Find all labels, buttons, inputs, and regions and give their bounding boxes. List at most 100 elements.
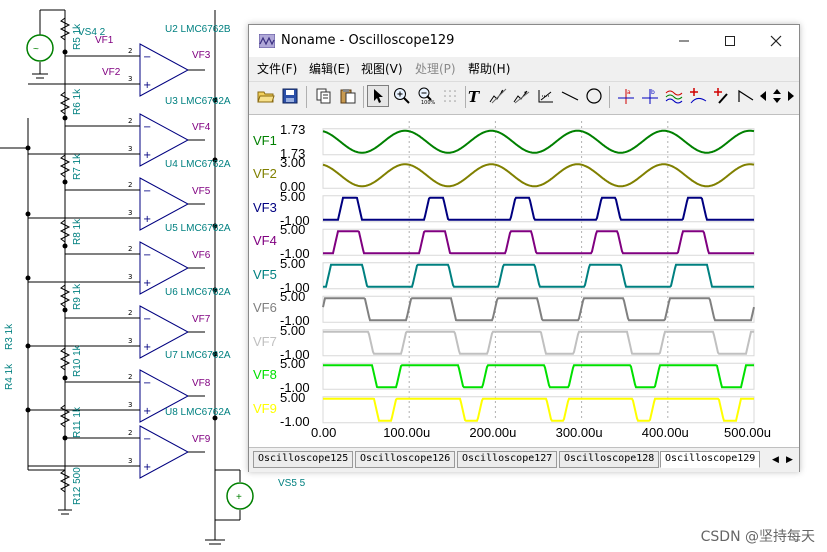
sch-probe-vf7: VF7 (192, 314, 211, 325)
channel-name-vf8: VF8 (253, 367, 277, 383)
channel-max-vf5: 5.00 (280, 255, 306, 271)
circle-icon (586, 88, 602, 104)
oscilloscope-window: Noname - Oscilloscope129 文件(F) 编辑(E) 视图(… (248, 24, 800, 472)
sch-resistor-r12: R12 500 (72, 467, 83, 505)
channel-name-vf2: VF2 (253, 166, 277, 182)
sch-resistor-r4: R4 1k (4, 363, 15, 390)
save-button[interactable] (279, 85, 301, 107)
channel-min-vf4: -1.00 (280, 246, 310, 262)
menu-edit[interactable]: 编辑(E) (309, 62, 350, 76)
tab-oscilloscope126[interactable]: Oscilloscope126 (355, 451, 456, 468)
opamp-pin-number: 3 (128, 337, 132, 345)
channel-frame (322, 362, 755, 390)
sch-opamp-u2: U2 LMC6762B (165, 24, 231, 35)
pen-button[interactable] (711, 85, 733, 107)
channel-min-vf1: 1.73 (280, 145, 306, 161)
zoom-100-button[interactable]: 100% (415, 85, 437, 107)
sch-opamp-u5: U5 LMC6762A (165, 223, 231, 234)
arrow-right-icon (788, 91, 794, 101)
arrow-left-icon (760, 91, 766, 101)
cursor-b-button[interactable]: b (639, 85, 661, 107)
menu-view[interactable]: 视图(V) (361, 62, 403, 76)
sch-probe-vf5: VF5 (192, 186, 211, 197)
watermark: CSDN @坚持每天 (700, 529, 815, 545)
trace-vf4 (323, 230, 754, 255)
open-button[interactable] (255, 85, 277, 107)
opamp-noninverting-sign: + (143, 150, 151, 161)
scroll-right-button[interactable] (785, 85, 797, 107)
menu-help[interactable]: 帮助(H) (468, 62, 511, 76)
opamp-inverting-sign: − (143, 186, 151, 197)
channel-name-vf9: VF9 (253, 400, 277, 416)
opamp-noninverting-sign: + (143, 214, 151, 225)
sch-opamp-u4: U4 LMC6762A (165, 159, 231, 170)
tab-bar: Oscilloscope125 Oscilloscope126 Oscillos… (249, 447, 799, 472)
tab-oscilloscope128[interactable]: Oscilloscope128 (559, 451, 660, 468)
tab-oscilloscope127[interactable]: Oscilloscope127 (457, 451, 558, 468)
tab-next-button[interactable]: ▶ (783, 452, 796, 468)
channel-min-vf3: -1.00 (280, 212, 310, 228)
opamp-inverting-sign: − (143, 434, 151, 445)
zoom-100-icon: 100% (418, 87, 435, 105)
marker-plus-button[interactable] (687, 85, 709, 107)
measure-tool[interactable] (487, 85, 509, 107)
channel-min-vf5: -1.00 (280, 279, 310, 295)
tab-oscilloscope129[interactable]: Oscilloscope129 (660, 451, 761, 468)
svg-text:~: ~ (33, 44, 39, 55)
menu-file[interactable]: 文件(F) (257, 62, 298, 76)
maximize-button[interactable] (707, 25, 753, 57)
trace-vf9 (323, 397, 754, 422)
circle-tool[interactable] (583, 85, 605, 107)
channel-max-vf2: 3.00 (280, 155, 306, 171)
svg-text:T: T (468, 88, 481, 104)
title-bar[interactable]: Noname - Oscilloscope129 (249, 25, 799, 57)
tab-oscilloscope125[interactable]: Oscilloscope125 (253, 451, 354, 468)
menu-process[interactable]: 处理(P) (415, 62, 456, 76)
opamp-inverting-sign: − (143, 250, 151, 261)
pointer-tool[interactable] (367, 85, 389, 107)
cursor-a-button[interactable]: a (615, 85, 637, 107)
close-button[interactable] (753, 25, 799, 57)
sch-opamp-u6: U6 LMC6762A (165, 287, 231, 298)
cursor-tool[interactable] (511, 85, 533, 107)
channel-frame (322, 161, 755, 189)
copy-button[interactable] (313, 85, 335, 107)
scroll-updown-button[interactable] (770, 85, 784, 107)
text-tool[interactable]: T (463, 85, 485, 107)
paste-button[interactable] (337, 85, 359, 107)
tab-prev-button[interactable]: ◀ (769, 452, 782, 468)
grid-button[interactable] (439, 85, 461, 107)
opamp-inverting-sign: − (143, 52, 151, 63)
opamp-symbol (139, 241, 190, 295)
channel-max-vf1: 1.73 (280, 121, 306, 137)
sch-probe-vf2: VF2 (102, 67, 121, 78)
channel-name-vf3: VF3 (253, 199, 277, 215)
sch-opamp-u8: U8 LMC6762A (165, 407, 231, 418)
axis-tool[interactable] (535, 85, 557, 107)
scroll-left-button[interactable] (757, 85, 769, 107)
opamp-pin-number: 3 (128, 209, 132, 217)
x-tick-label: 100.00u (383, 425, 431, 440)
opamp-pin-number: 3 (128, 457, 132, 465)
minimize-button[interactable] (661, 25, 707, 57)
line-icon (561, 91, 579, 101)
x-tick-label: 400.00u (641, 425, 689, 440)
plot-area[interactable]: VF1 1.73 1.73 VF2 3.00 0.00 VF3 5.00 -1.00 VF4 5.0… (249, 114, 799, 448)
opamp-pin-number: 2 (128, 373, 132, 381)
minimize-icon (679, 40, 689, 42)
trace-area (322, 121, 755, 424)
sch-resistor-r5: R5 1k (72, 23, 83, 50)
waves-button[interactable] (663, 85, 685, 107)
opamp-pin-number: 3 (128, 401, 132, 409)
sch-source-label: VS4 2 (78, 27, 106, 38)
text-icon: T (468, 88, 481, 104)
opamp-pin-number: 3 (128, 273, 132, 281)
marker-plus-icon (690, 88, 707, 104)
sch-opamp-u3: U3 LMC6762A (165, 96, 231, 107)
svg-text:+: + (236, 492, 242, 503)
opamp-inverting-sign: − (143, 122, 151, 133)
line-tool[interactable] (559, 85, 581, 107)
zoom-in-button[interactable] (391, 85, 413, 107)
sch-resistor-r11: R11 1k (72, 406, 83, 438)
edge-button[interactable] (735, 85, 757, 107)
